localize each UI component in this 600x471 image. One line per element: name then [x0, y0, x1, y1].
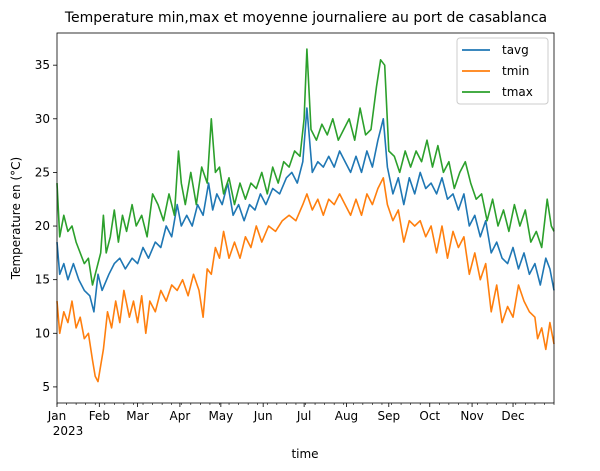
x-tick-label: Feb [89, 409, 110, 423]
y-axis: 5 10 15 20 25 30 35 [35, 58, 57, 394]
y-tick-label: 15 [35, 273, 50, 287]
legend: tavg tmin tmax [456, 37, 549, 105]
y-tick-label: 30 [35, 112, 50, 126]
legend-label-tmin: tmin [502, 64, 529, 78]
series-layer [56, 48, 555, 383]
x-tick-label: Oct [419, 409, 440, 423]
x-tick-label: Jan [47, 409, 67, 423]
x-tick-label: Dec [501, 409, 524, 423]
x-tick-sublabel: 2023 [53, 424, 84, 438]
y-tick-label: 25 [35, 165, 50, 179]
y-tick-label: 5 [42, 380, 50, 394]
legend-label-tavg: tavg [502, 43, 529, 57]
series-line-tavg [56, 107, 555, 313]
y-axis-title: Temperature en (°C) [9, 157, 23, 280]
series-line-tmin [56, 177, 555, 383]
x-tick-label: Aug [335, 409, 358, 423]
y-tick-label: 10 [35, 326, 50, 340]
series-line-tmax [56, 48, 555, 286]
chart-title: Temperature min,max et moyenne journalie… [64, 10, 547, 26]
x-tick-label: Mar [126, 409, 149, 423]
y-tick-label: 20 [35, 219, 50, 233]
y-tick-label: 35 [35, 58, 50, 72]
x-tick-label: May [208, 409, 233, 423]
x-axis-title: time [291, 447, 318, 461]
x-tick-label: Jun [253, 409, 273, 423]
x-tick-label: Sep [377, 409, 400, 423]
legend-box [456, 37, 549, 105]
legend-label-tmax: tmax [502, 85, 533, 99]
x-tick-label: Apr [170, 409, 191, 423]
x-tick-label: Jul [296, 409, 311, 423]
x-tick-label: Nov [460, 409, 483, 423]
